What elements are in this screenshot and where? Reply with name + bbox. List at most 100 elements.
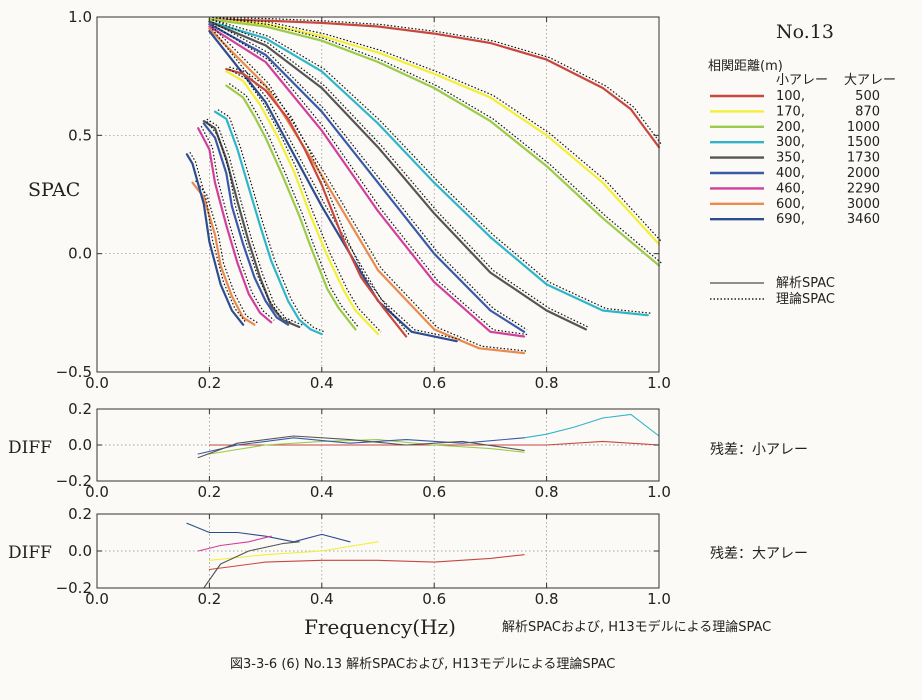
x-tick-label: 0.8 bbox=[535, 590, 559, 608]
legend-small-distance: 690, bbox=[776, 212, 805, 227]
series-line-690 bbox=[185, 153, 245, 326]
y-tick-label: 0.0 bbox=[68, 436, 92, 454]
legend-linetype-label: 理論SPAC bbox=[776, 291, 835, 307]
series-line-1000 bbox=[208, 18, 661, 267]
y-tick-label: −0.2 bbox=[56, 579, 92, 597]
y-tick-label: 1.0 bbox=[68, 8, 92, 26]
series-line-600 bbox=[191, 181, 256, 326]
series-line-3000 bbox=[208, 27, 526, 355]
x-tick-label: 1.0 bbox=[647, 483, 671, 501]
legend-col-large: 大アレー bbox=[844, 73, 896, 88]
legend-small-distance: 170, bbox=[776, 104, 805, 119]
legend-large-distance: 2290 bbox=[847, 181, 880, 196]
series-line-1730 bbox=[197, 435, 525, 459]
series-line-2000 bbox=[197, 437, 525, 455]
theory-spac-line bbox=[195, 180, 258, 324]
series-line-500 bbox=[208, 18, 661, 149]
legend-large-distance: 870 bbox=[855, 104, 880, 119]
series-line-100 bbox=[208, 554, 525, 571]
x-tick-label: 0.4 bbox=[310, 590, 334, 608]
x-tick-label: 0.4 bbox=[310, 374, 334, 392]
series-line-1000 bbox=[208, 439, 525, 455]
series-line-2290 bbox=[208, 25, 526, 338]
figure-caption: 図3-3-6 (6) No.13 解析SPACおよび, H13モデルによる理論S… bbox=[230, 656, 615, 672]
y-axis-label: DIFF bbox=[8, 543, 52, 563]
x-tick-label: 1.0 bbox=[647, 374, 671, 392]
series-line-350 bbox=[202, 119, 301, 329]
theory-spac-line bbox=[212, 16, 663, 243]
legend-small-distance: 200, bbox=[776, 120, 805, 135]
x-tick-label: 0.0 bbox=[85, 483, 109, 501]
y-axis-label: SPAC bbox=[28, 179, 80, 201]
x-tick-label: 0.8 bbox=[535, 374, 559, 392]
x-tick-label: 0.0 bbox=[85, 374, 109, 392]
legend-small-distance: 600, bbox=[776, 197, 805, 212]
residual-small-label: 残差：小アレー bbox=[710, 442, 808, 458]
x-tick-label: 0.6 bbox=[422, 590, 446, 608]
x-tick-label: 0.2 bbox=[197, 590, 221, 608]
y-tick-label: 0.5 bbox=[68, 126, 92, 144]
y-tick-label: 0.0 bbox=[68, 542, 92, 560]
series-line-200 bbox=[225, 84, 357, 331]
x-tick-label: 0.8 bbox=[535, 483, 559, 501]
series-line-2000 bbox=[208, 23, 526, 333]
legend-large-distance: 500 bbox=[855, 89, 880, 104]
x-tick-label: 0.0 bbox=[85, 590, 109, 608]
legend-large-distance: 1730 bbox=[847, 151, 880, 166]
legend-col-small: 小アレー bbox=[776, 73, 828, 88]
theory-spac-line bbox=[212, 16, 663, 264]
x-tick-label: 1.0 bbox=[647, 590, 671, 608]
series-line-690 bbox=[186, 522, 351, 543]
theory-spac-line bbox=[189, 151, 247, 324]
y-tick-label: 0.0 bbox=[68, 245, 92, 263]
x-tick-label: 0.2 bbox=[197, 483, 221, 501]
plot-frame bbox=[96, 16, 660, 373]
theory-spac-line bbox=[211, 28, 460, 340]
series-line-350 bbox=[203, 541, 300, 589]
legend-large-distance: 2000 bbox=[847, 166, 880, 181]
theory-spac-line bbox=[212, 23, 528, 336]
x-axis-label: Frequency(Hz) bbox=[304, 615, 456, 639]
series-line-300 bbox=[213, 110, 323, 336]
subcaption: 解析SPACおよび, H13モデルによる理論SPAC bbox=[502, 619, 771, 635]
series-line-460 bbox=[197, 535, 272, 552]
y-tick-label: 0.2 bbox=[68, 400, 92, 418]
series-line-1500 bbox=[523, 413, 660, 439]
legend-large-distance: 3000 bbox=[847, 197, 880, 212]
y-tick-label: −0.5 bbox=[56, 363, 92, 381]
y-tick-label: −0.2 bbox=[56, 472, 92, 490]
legend-linetype-label: 解析SPAC bbox=[776, 276, 835, 291]
series-line-170 bbox=[208, 541, 379, 561]
theory-spac-line bbox=[212, 16, 663, 146]
x-tick-label: 0.2 bbox=[197, 374, 221, 392]
theory-spac-line bbox=[212, 21, 528, 331]
legend-small-distance: 460, bbox=[776, 181, 805, 196]
series-line-1500 bbox=[208, 20, 649, 317]
series-line-460 bbox=[197, 127, 273, 324]
legend-small-distance: 100, bbox=[776, 89, 805, 104]
x-tick-label: 0.4 bbox=[310, 483, 334, 501]
theory-spac-line bbox=[212, 19, 590, 328]
residual-large-label: 残差：大アレー bbox=[710, 546, 808, 562]
y-tick-label: 0.2 bbox=[68, 505, 92, 523]
legend-small-distance: 300, bbox=[776, 135, 805, 150]
x-tick-label: 0.6 bbox=[422, 374, 446, 392]
theory-spac-line bbox=[217, 109, 326, 333]
x-tick-label: 0.6 bbox=[422, 483, 446, 501]
legend-large-distance: 3460 bbox=[847, 212, 880, 227]
series-line-400 bbox=[202, 122, 290, 326]
series-line-870 bbox=[208, 18, 661, 246]
y-axis-label: DIFF bbox=[8, 438, 52, 458]
legend: 相関距離(m) 小アレー 大アレー 100, 500 170, 870 200, 1000… bbox=[708, 59, 896, 307]
legend-small-distance: 350, bbox=[776, 151, 805, 166]
series-line-170 bbox=[225, 70, 380, 336]
legend-small-distance: 400, bbox=[776, 166, 805, 181]
diff-large-array-panel: 0.0 0.2 0.4 0.6 0.8 1.0−0.20.00.2DIFFFrequenc… bbox=[8, 505, 671, 639]
theory-spac-line bbox=[228, 83, 359, 328]
series-line-100 bbox=[225, 67, 408, 338]
legend-title: 相関距離(m) bbox=[708, 59, 783, 74]
station-label: No.13 bbox=[776, 21, 834, 43]
